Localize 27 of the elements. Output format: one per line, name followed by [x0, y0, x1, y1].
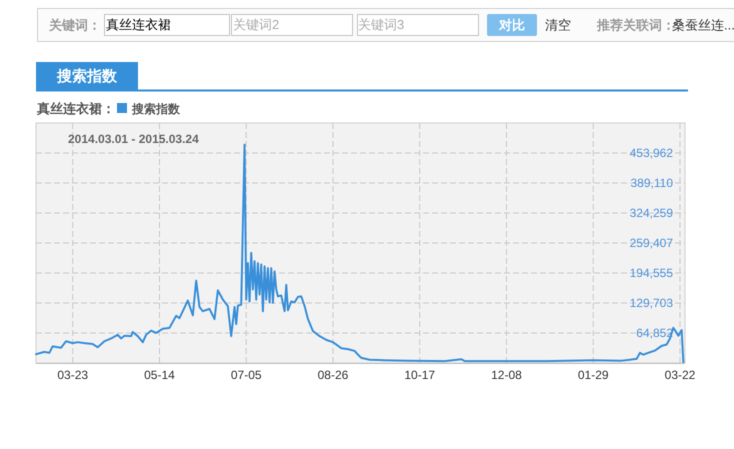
y-tick-label: 453,962: [630, 146, 674, 160]
link-text: 清空: [545, 18, 571, 32]
input-field: 关键词3: [357, 14, 479, 36]
button: 对比: [487, 14, 537, 36]
chart-title: 搜索指数: [56, 68, 118, 85]
x-tick-label: 01-29: [578, 368, 609, 382]
y-tick-label: 129,703: [630, 296, 674, 310]
legend-label: 搜索指数: [131, 102, 181, 116]
input-field: 真丝连衣裙: [104, 14, 230, 36]
field-label: 关键词：: [49, 18, 101, 32]
legend-title: 真丝连衣裙：: [36, 101, 115, 116]
x-tick-label: 05-14: [144, 368, 176, 382]
x-tick-label: 10-17: [404, 368, 436, 382]
input-field: 关键词2: [231, 14, 353, 36]
x-tick-label: 03-23: [57, 368, 88, 382]
link-text: 桑蚕丝连...: [672, 18, 734, 32]
x-tick-label: 08-26: [318, 368, 349, 382]
y-tick-label: 194,555: [630, 266, 674, 280]
tab: 搜索指数: [36, 62, 138, 90]
line-series: [35, 144, 684, 364]
y-tick-label: 389,110: [630, 176, 674, 190]
y-tick-label: 259,407: [630, 236, 674, 250]
x-tick-label: 07-05: [230, 368, 262, 382]
x-tick-label: 03-22: [664, 368, 696, 382]
y-tick-label: 324,259: [630, 206, 674, 220]
x-tick-label: 12-08: [491, 368, 522, 382]
text: 2014.03.01 - 2015.03.24: [68, 132, 200, 146]
